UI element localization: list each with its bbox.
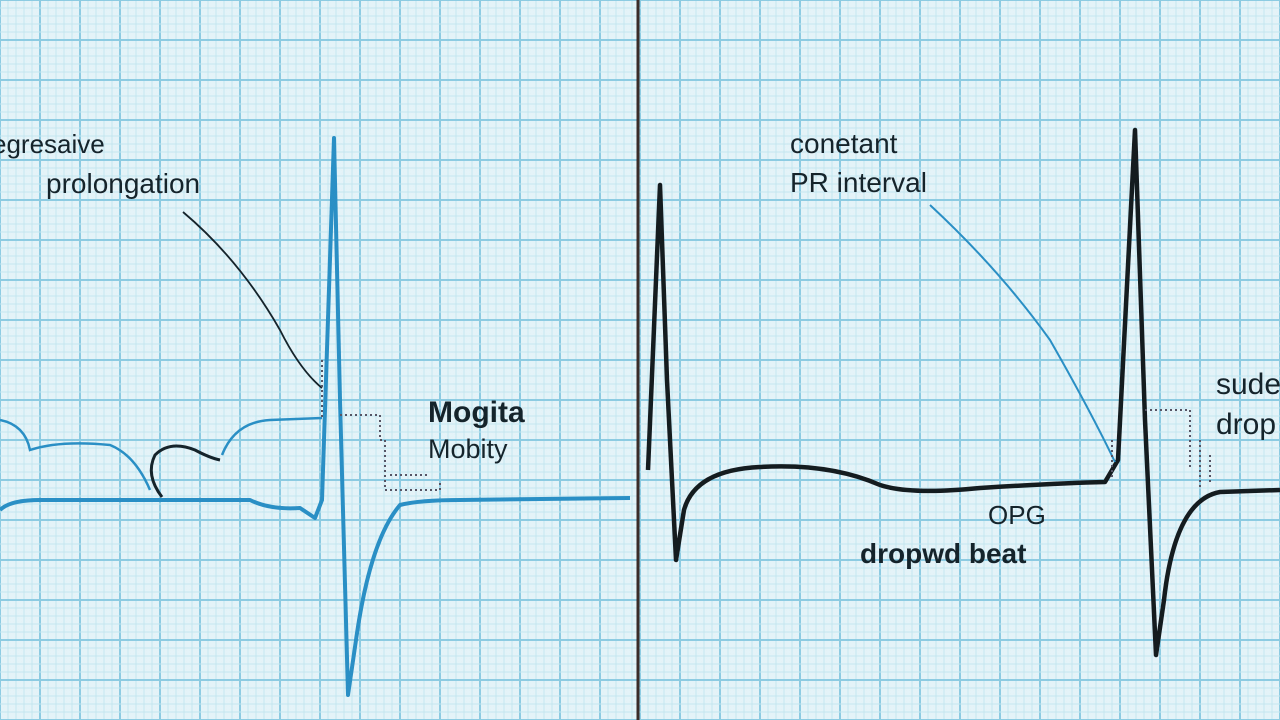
right-panel: conetant PR interval OPG dropwd beat sud… xyxy=(645,127,1280,658)
label-mobitz-2: Mobity xyxy=(428,434,508,464)
label-pr-interval: PR interval xyxy=(790,167,927,198)
left-dotted-box xyxy=(321,360,441,491)
label-constant: conetant xyxy=(790,128,898,159)
left-ecg-trace xyxy=(0,136,631,697)
label-sudden: sude xyxy=(1216,368,1280,401)
label-progressive: egresaive xyxy=(0,129,105,159)
left-pointer-line xyxy=(182,211,323,389)
left-p-wave-2 xyxy=(220,416,323,456)
left-panel: egresaive prolongation Mogita Mobity xyxy=(0,129,631,697)
label-prolongation: prolongation xyxy=(46,168,200,199)
left-black-wave xyxy=(149,444,221,498)
label-mobitz-1: Mogita xyxy=(428,396,525,429)
right-ecg-trace xyxy=(645,127,1280,658)
right-pointer-line xyxy=(929,204,1116,463)
left-p-wave-1 xyxy=(0,418,152,491)
label-drop: drop xyxy=(1216,408,1276,441)
label-dropped-beat: dropwd beat xyxy=(860,538,1026,569)
right-dotted-box xyxy=(1111,409,1211,490)
label-qrs: OPG xyxy=(988,500,1046,530)
